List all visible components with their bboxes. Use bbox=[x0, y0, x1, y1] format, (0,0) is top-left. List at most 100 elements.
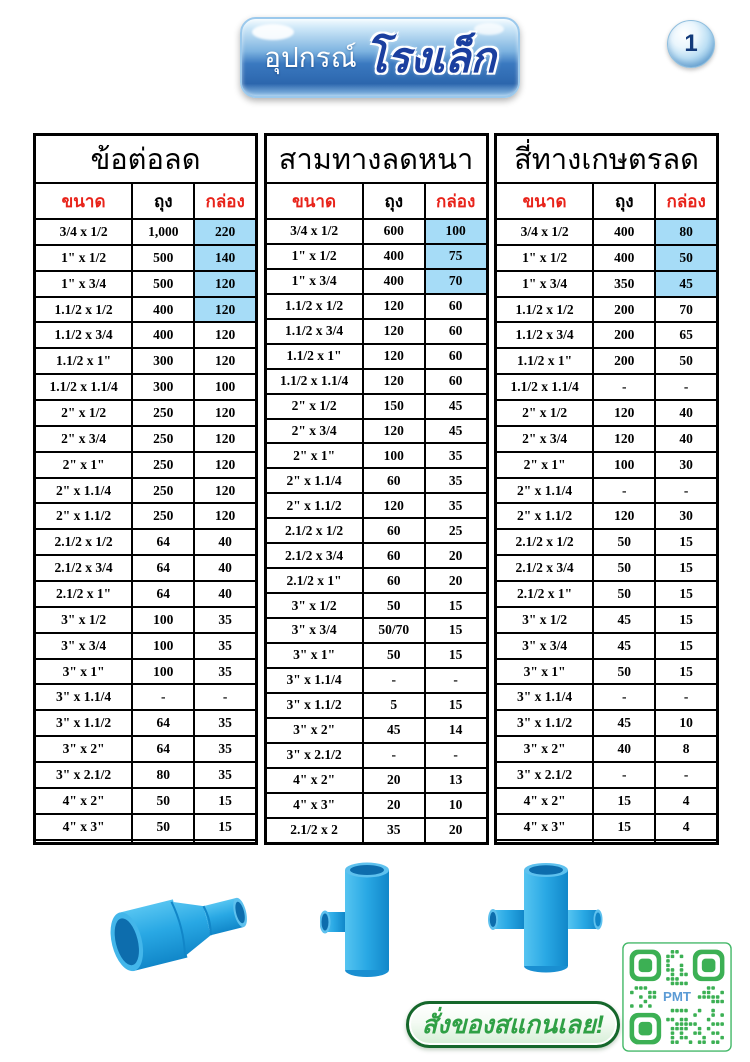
bag-qty-cell: 100 bbox=[131, 605, 196, 634]
table-row: 2.1/2 x 3/4 50 15 bbox=[494, 554, 719, 583]
bag-qty-cell: 64 bbox=[131, 554, 196, 583]
table-row: 2" x 1.1/2 120 30 bbox=[494, 502, 719, 531]
table-row: 2" x 1" 100 30 bbox=[494, 450, 719, 479]
reducing-coupling-image bbox=[108, 873, 264, 981]
box-qty-cell: - bbox=[423, 666, 489, 694]
box-qty-cell: 80 bbox=[654, 218, 719, 246]
size-cell: 3" x 1" bbox=[494, 657, 595, 686]
box-qty-cell: 25 bbox=[423, 517, 489, 545]
size-cell: 1.1/2 x 3/4 bbox=[33, 321, 134, 350]
box-qty-cell: 75 bbox=[423, 242, 489, 270]
size-cell: 3/4 x 1/2 bbox=[494, 218, 595, 246]
table-reducing-coupling: ข้อต่อลด ขนาด ถุง กล่อง 3/4 x 1/2 1,000 220 1" … bbox=[33, 133, 258, 845]
table-row: 1.1/2 x 1.1/4 120 60 bbox=[264, 367, 489, 395]
scan-to-order-button[interactable]: สั่งของสแกนเลย! bbox=[406, 1001, 620, 1048]
size-cell: 3" x 1/2 bbox=[494, 605, 595, 634]
size-cell: 1" x 3/4 bbox=[33, 269, 134, 298]
bag-qty-cell: 300 bbox=[131, 347, 196, 376]
qr-center-label: PMT bbox=[663, 989, 691, 1004]
table-row: 3" x 1.1/4- - bbox=[264, 666, 489, 694]
size-cell: 2.1/2 x 3/4 bbox=[33, 554, 134, 583]
column-header: ถุง bbox=[131, 182, 196, 220]
bag-qty-cell: 50 bbox=[361, 641, 426, 669]
table-row: 3" x 2.1/2 80 35 bbox=[33, 761, 258, 789]
box-qty-cell: 40 bbox=[654, 424, 719, 453]
page-number-badge: 1 bbox=[667, 20, 715, 68]
box-qty-cell: 15 bbox=[654, 605, 719, 634]
box-qty-cell: 40 bbox=[654, 399, 719, 427]
bag-qty-cell: 500 bbox=[131, 243, 196, 272]
size-cell: 2" x 1/2 bbox=[494, 399, 595, 427]
table-row: 2.1/2 x 1" 60 20 bbox=[264, 567, 489, 595]
bag-qty-cell: 200 bbox=[592, 347, 657, 376]
bag-qty-cell: 45 bbox=[361, 716, 426, 744]
box-qty-cell: 120 bbox=[193, 399, 258, 427]
table-row: 3" x 2.1/2- - bbox=[494, 761, 719, 789]
table-row: 2" x 1.1/2 250 120 bbox=[33, 502, 258, 531]
box-qty-cell: 60 bbox=[423, 342, 489, 370]
box-qty-cell: 120 bbox=[193, 295, 258, 324]
bag-qty-cell: 250 bbox=[131, 424, 196, 453]
bag-qty-cell: - bbox=[131, 683, 196, 712]
table-row: 4" x 2" 20 13 bbox=[264, 766, 489, 794]
size-cell: 2" x 1" bbox=[494, 450, 595, 479]
table-row: 3" x 1.1/2 64 35 bbox=[33, 709, 258, 738]
size-cell: 4" x 3" bbox=[494, 812, 595, 841]
table-row: 1.1/2 x 1/2 400 120 bbox=[33, 295, 258, 324]
box-qty-cell: 45 bbox=[423, 417, 489, 445]
box-qty-cell: 100 bbox=[193, 373, 258, 402]
size-cell: 2.1/2 x 1" bbox=[264, 567, 364, 595]
size-cell: 3" x 1" bbox=[33, 657, 134, 686]
size-cell: 3" x 2" bbox=[33, 735, 134, 764]
box-qty-cell: 15 bbox=[193, 812, 258, 841]
column-header: กล่อง bbox=[654, 182, 719, 220]
size-cell: 3" x 1.1/2 bbox=[33, 709, 134, 738]
size-cell: 3" x 1.1/2 bbox=[494, 709, 595, 738]
bag-qty-cell: 400 bbox=[592, 243, 657, 272]
bag-qty-cell: 400 bbox=[131, 321, 196, 350]
box-qty-cell: 60 bbox=[423, 292, 489, 320]
box-qty-cell: 35 bbox=[423, 442, 489, 470]
table-row: 2" x 1/2 250 120 bbox=[33, 399, 258, 427]
size-cell: 3" x 1" bbox=[264, 641, 364, 669]
box-qty-cell: 70 bbox=[654, 295, 719, 324]
table-row: 1" x 3/4 350 45 bbox=[494, 269, 719, 298]
table-row: 2.1/2 x 1" 50 15 bbox=[494, 580, 719, 608]
size-cell: 1.1/2 x 1.1/4 bbox=[494, 373, 595, 402]
box-qty-cell: 120 bbox=[193, 347, 258, 376]
table-row: 2" x 3/4 250 120 bbox=[33, 424, 258, 453]
box-qty-cell: 35 bbox=[193, 657, 258, 686]
size-cell: 2" x 1.1/2 bbox=[494, 502, 595, 531]
box-qty-cell: 70 bbox=[423, 267, 489, 295]
bag-qty-cell bbox=[592, 838, 657, 845]
box-qty-cell: 15 bbox=[654, 580, 719, 608]
box-qty-cell: 120 bbox=[193, 424, 258, 453]
column-header: ถุง bbox=[592, 182, 657, 220]
table-row: 4" x 3" 20 10 bbox=[264, 791, 489, 819]
bag-qty-cell: 64 bbox=[131, 580, 196, 608]
bag-qty-cell: 120 bbox=[592, 502, 657, 531]
bag-qty-cell: 120 bbox=[361, 417, 426, 445]
size-cell: 3" x 3/4 bbox=[494, 631, 595, 660]
box-qty-cell: 4 bbox=[654, 812, 719, 841]
table-row: 4" x 2" 15 4 bbox=[494, 786, 719, 815]
bag-qty-cell: 120 bbox=[361, 292, 426, 320]
size-cell: 3" x 2.1/2 bbox=[494, 761, 595, 789]
bag-qty-cell: 40 bbox=[592, 735, 657, 764]
bag-qty-cell: 20 bbox=[361, 791, 426, 819]
box-qty-cell: 30 bbox=[654, 450, 719, 479]
box-qty-cell: 20 bbox=[423, 567, 489, 595]
bag-qty-cell: 50 bbox=[592, 657, 657, 686]
size-cell: 2" x 3/4 bbox=[264, 417, 364, 445]
badge-text-bold: โรงเล็ก bbox=[364, 33, 496, 81]
size-cell bbox=[33, 838, 134, 845]
bag-qty-cell: 15 bbox=[592, 786, 657, 815]
table-row: 3" x 1.1/4- - bbox=[33, 683, 258, 712]
bag-qty-cell bbox=[131, 838, 196, 845]
size-cell: 3" x 1/2 bbox=[33, 605, 134, 634]
table-row: 1" x 1/2 400 50 bbox=[494, 243, 719, 272]
bag-qty-cell: 50 bbox=[592, 554, 657, 583]
size-cell: 3/4 x 1/2 bbox=[33, 218, 134, 246]
box-qty-cell: - bbox=[654, 476, 719, 505]
box-qty-cell: 20 bbox=[423, 816, 489, 845]
